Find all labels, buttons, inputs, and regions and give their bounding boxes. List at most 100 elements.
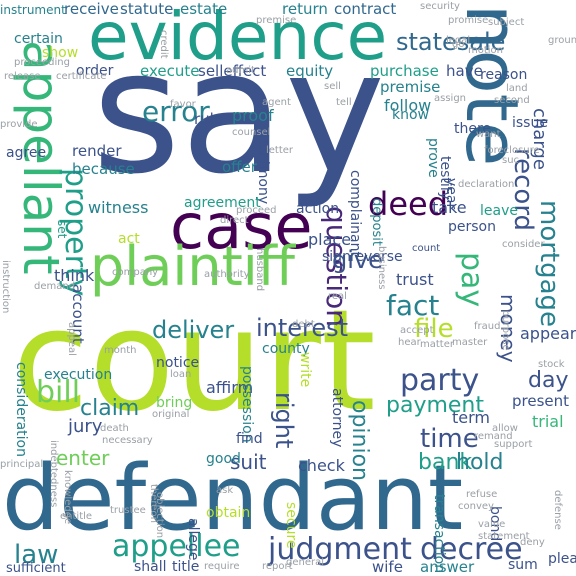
word-proof: proof xyxy=(232,106,274,125)
word-declaration: declaration xyxy=(458,179,515,190)
word-security: security xyxy=(420,1,460,12)
word-agent: agent xyxy=(262,97,291,108)
word-interest: interest xyxy=(256,314,349,342)
word-payment: payment xyxy=(386,393,485,418)
word-write: write xyxy=(297,352,313,388)
word-selleffect: selleffect xyxy=(198,62,267,80)
word-certain: certain xyxy=(14,31,63,47)
word-title: title xyxy=(172,559,200,575)
word-counsel: counsel xyxy=(232,127,271,138)
word-principal: principal xyxy=(0,459,44,470)
word-follow: follow xyxy=(384,96,432,115)
word-think: think xyxy=(54,266,95,285)
word-mortgage: mortgage xyxy=(534,200,564,328)
word-foreclosure: foreclosure xyxy=(484,145,540,156)
word-general: general xyxy=(286,557,325,568)
word-day: day xyxy=(528,368,569,393)
word-execution: execution xyxy=(44,367,113,383)
word-debt: debt xyxy=(292,319,315,330)
word-deed: deed xyxy=(368,185,448,223)
word-court: court xyxy=(12,280,376,443)
word-shall: shall xyxy=(134,559,167,575)
word-stock: stock xyxy=(538,359,565,370)
word-year: year xyxy=(443,178,459,210)
word-affirm: affirm xyxy=(206,378,254,397)
word-plaintiff: plaintiff xyxy=(90,235,295,298)
word-authority: authority xyxy=(204,269,250,280)
word-time: time xyxy=(420,424,479,454)
word-agree: agree xyxy=(6,145,47,161)
word-loan: loan xyxy=(170,369,192,380)
word-direct: direct xyxy=(220,215,249,226)
word-sufficient: sufficient xyxy=(6,561,66,576)
word-count: count xyxy=(412,243,441,254)
word-agreement: agreement xyxy=(184,195,261,211)
word-jury: jury xyxy=(68,416,103,437)
word-bank: bank xyxy=(418,450,473,475)
word-set: set xyxy=(55,220,69,239)
word-company: company xyxy=(112,267,159,278)
word-trust: trust xyxy=(396,270,434,289)
word-convey: convey xyxy=(458,501,494,512)
word-appeal: appeal xyxy=(66,322,77,356)
word-accept: accept xyxy=(400,325,434,336)
word-report: report xyxy=(262,561,293,572)
word-assign: assign xyxy=(434,93,467,104)
word-bring: bring xyxy=(156,395,193,411)
word-hold: hold xyxy=(456,450,504,475)
word-reverse: reverse xyxy=(350,249,403,265)
word-promise: promise xyxy=(448,15,489,26)
word-know: know xyxy=(392,107,429,123)
word-consider: consider xyxy=(502,239,545,250)
word-value: value xyxy=(478,519,506,530)
word-premise: premise xyxy=(380,78,441,96)
word-obtain: obtain xyxy=(206,505,251,521)
word-release: release xyxy=(4,71,41,82)
word-return: return xyxy=(282,0,328,18)
word-month: month xyxy=(104,345,137,356)
word-deposit: deposit xyxy=(369,198,384,246)
word-instruction: instruction xyxy=(0,260,11,314)
word-sign: sign xyxy=(322,249,351,265)
word-person: person xyxy=(448,219,496,235)
word-proceed: proceed xyxy=(236,205,277,216)
word-attorney: attorney xyxy=(329,388,345,448)
word-letter: letter xyxy=(266,145,294,156)
word-estate: estate xyxy=(180,0,228,18)
word-pay: pay xyxy=(454,252,489,308)
word-want: want xyxy=(476,129,501,140)
word-case: case xyxy=(170,190,313,263)
word-favor: favor xyxy=(170,99,196,110)
word-fact: fact xyxy=(386,289,440,322)
word-land: land xyxy=(506,83,528,94)
word-answer: answer xyxy=(420,558,475,576)
word-secure: secure xyxy=(283,502,299,549)
word-defendant: defendant xyxy=(2,446,464,551)
word-deliver: deliver xyxy=(152,316,235,344)
word-evidence: evidence xyxy=(88,0,388,75)
word-ground: ground xyxy=(548,35,576,46)
word-appear: appear xyxy=(520,324,576,343)
word-order: order xyxy=(76,63,114,79)
word-subject: subject xyxy=(488,17,525,28)
word-render: render xyxy=(72,142,122,160)
word-demand: demand xyxy=(34,281,76,292)
word-party: party xyxy=(400,363,480,398)
word-allege: allege xyxy=(185,518,201,561)
word-hear: hear xyxy=(398,337,421,348)
word-contract: contract xyxy=(334,0,397,18)
word-right: right xyxy=(270,392,298,449)
word-trial: trial xyxy=(532,412,564,431)
word-term: term xyxy=(452,408,490,427)
word-deny: deny xyxy=(520,537,545,548)
word-death: death xyxy=(100,423,129,434)
word-ask: ask xyxy=(216,485,234,496)
word-county: county xyxy=(262,341,310,357)
word-admit: admit xyxy=(226,65,255,76)
word-because: because xyxy=(72,160,135,178)
word-husband: husband xyxy=(254,248,265,292)
word-business: business xyxy=(376,246,387,290)
word-receive: receive xyxy=(64,0,119,18)
word-go: go xyxy=(452,39,465,50)
